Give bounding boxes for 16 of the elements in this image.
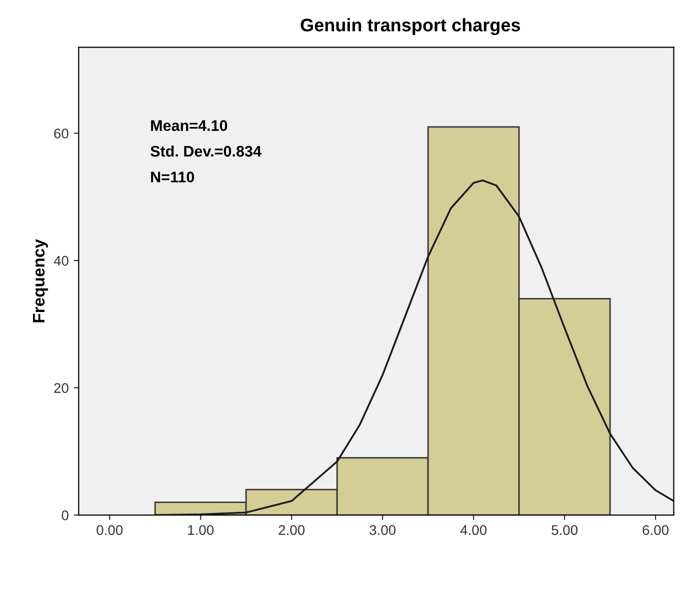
y-axis-title: Frequency bbox=[33, 239, 48, 322]
y-tick-label: 20 bbox=[54, 383, 68, 393]
x-tick-label: 5.00 bbox=[552, 525, 578, 535]
chart-title: Genuin transport charges bbox=[300, 18, 520, 36]
x-tick-label: 2.00 bbox=[278, 525, 305, 535]
x-tick-label: 3.00 bbox=[370, 525, 396, 535]
y-tick-label: 40 bbox=[54, 256, 68, 266]
annotation: Std. Dev.=0.834 bbox=[150, 145, 262, 157]
x-tick-label: 6.00 bbox=[642, 525, 669, 535]
x-tick-label: 1.00 bbox=[188, 525, 214, 535]
annotation: Mean=4.10 bbox=[151, 120, 228, 131]
y-tick-label: 60 bbox=[54, 128, 68, 138]
x-tick-label: 4.00 bbox=[460, 525, 487, 535]
y-tick-label: 0 bbox=[62, 510, 68, 520]
annotation: N=110 bbox=[151, 172, 194, 182]
x-tick-label: 0.00 bbox=[96, 525, 123, 535]
